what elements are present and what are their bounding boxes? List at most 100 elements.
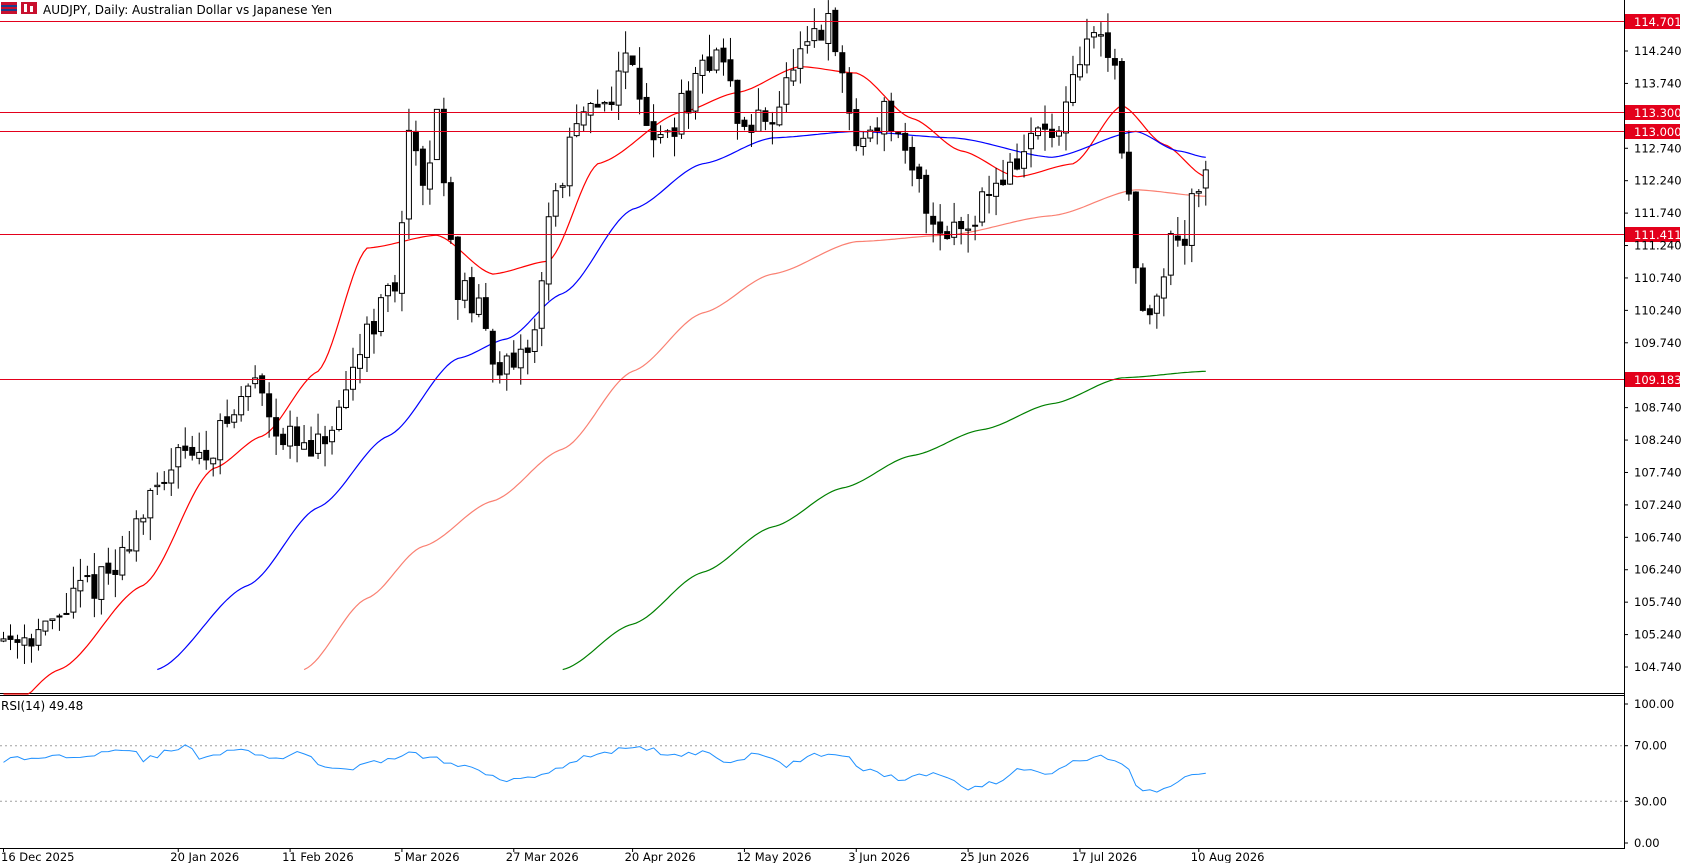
- candle-body[interactable]: [287, 425, 294, 447]
- candle-body[interactable]: [370, 321, 377, 335]
- candle-body[interactable]: [84, 575, 91, 578]
- candle-body[interactable]: [825, 13, 832, 44]
- candle-body[interactable]: [657, 134, 664, 139]
- candle-body[interactable]: [70, 587, 77, 613]
- candle-body[interactable]: [405, 129, 412, 220]
- candle-body[interactable]: [1083, 38, 1090, 66]
- candle-body[interactable]: [322, 436, 329, 445]
- candle-body[interactable]: [881, 100, 888, 135]
- candle-body[interactable]: [210, 457, 217, 465]
- candle-body[interactable]: [398, 222, 405, 294]
- candle-body[interactable]: [7, 635, 14, 640]
- candle-body[interactable]: [531, 329, 538, 352]
- candle-body[interactable]: [566, 136, 573, 187]
- candle-body[interactable]: [56, 615, 63, 618]
- candle-body[interactable]: [1007, 161, 1014, 185]
- candle-body[interactable]: [175, 447, 182, 468]
- candle-body[interactable]: [447, 182, 454, 240]
- candle-body[interactable]: [294, 426, 301, 446]
- candle-body[interactable]: [1160, 276, 1167, 299]
- candle-body[interactable]: [944, 231, 951, 240]
- candle-body[interactable]: [510, 352, 517, 368]
- candle-body[interactable]: [818, 29, 825, 41]
- candle-body[interactable]: [713, 49, 720, 71]
- candle-body[interactable]: [1181, 238, 1188, 246]
- candle-body[interactable]: [1000, 179, 1007, 186]
- candle-body[interactable]: [888, 100, 895, 132]
- candle-body[interactable]: [797, 48, 804, 69]
- candle-body[interactable]: [112, 569, 119, 575]
- candle-body[interactable]: [1139, 267, 1146, 311]
- candle-body[interactable]: [147, 489, 154, 519]
- candle-body[interactable]: [951, 221, 958, 238]
- candle-body[interactable]: [1049, 128, 1055, 138]
- candle-body[interactable]: [1153, 295, 1160, 314]
- candle-body[interactable]: [343, 389, 350, 408]
- candle-body[interactable]: [615, 70, 622, 106]
- candle-body[interactable]: [433, 108, 440, 161]
- candle-body[interactable]: [363, 323, 370, 358]
- candle-body[interactable]: [384, 284, 391, 297]
- candle-body[interactable]: [1125, 151, 1132, 195]
- candle-body[interactable]: [1132, 191, 1139, 269]
- candle-body[interactable]: [720, 47, 727, 63]
- candle-body[interactable]: [1188, 193, 1195, 246]
- candle-body[interactable]: [1021, 151, 1028, 169]
- candle-body[interactable]: [776, 106, 783, 126]
- candle-body[interactable]: [98, 566, 105, 600]
- candle-body[interactable]: [126, 549, 133, 552]
- candle-body[interactable]: [580, 111, 587, 126]
- candle-body[interactable]: [860, 137, 867, 148]
- candle-body[interactable]: [552, 190, 559, 217]
- candle-body[interactable]: [77, 579, 84, 592]
- candle-body[interactable]: [489, 330, 496, 365]
- candle-body[interactable]: [0, 638, 7, 642]
- candle-body[interactable]: [559, 185, 566, 188]
- candle-body[interactable]: [622, 52, 629, 73]
- candle-body[interactable]: [678, 92, 685, 135]
- candle-body[interactable]: [790, 69, 797, 82]
- candle-body[interactable]: [769, 122, 776, 125]
- candle-body[interactable]: [517, 348, 524, 369]
- candle-body[interactable]: [636, 67, 643, 100]
- candle-body[interactable]: [804, 41, 811, 46]
- candle-body[interactable]: [315, 433, 322, 454]
- candle-body[interactable]: [503, 355, 510, 375]
- candle-body[interactable]: [727, 59, 734, 82]
- candle-body[interactable]: [916, 166, 923, 180]
- candle-body[interactable]: [930, 215, 937, 225]
- candle-body[interactable]: [909, 146, 916, 171]
- candle-body[interactable]: [1042, 123, 1049, 130]
- candle-body[interactable]: [650, 121, 657, 141]
- candle-body[interactable]: [629, 55, 636, 65]
- candle-body[interactable]: [245, 385, 252, 398]
- candle-body[interactable]: [42, 620, 49, 632]
- candle-body[interactable]: [273, 417, 280, 437]
- candle-body[interactable]: [266, 393, 273, 418]
- candle-body[interactable]: [545, 216, 552, 285]
- candle-body[interactable]: [587, 102, 594, 116]
- candle-body[interactable]: [594, 103, 601, 108]
- candle-body[interactable]: [538, 280, 545, 329]
- candlestick-series[interactable]: [0, 0, 1209, 664]
- candle-body[interactable]: [1014, 158, 1021, 170]
- candle-body[interactable]: [426, 162, 433, 190]
- candle-body[interactable]: [762, 110, 769, 122]
- candle-body[interactable]: [412, 130, 419, 152]
- candle-body[interactable]: [811, 28, 818, 42]
- candle-body[interactable]: [832, 9, 839, 53]
- candle-body[interactable]: [643, 96, 650, 126]
- candle-body[interactable]: [755, 109, 762, 132]
- candle-body[interactable]: [391, 282, 398, 292]
- candle-body[interactable]: [461, 280, 468, 301]
- candle-body[interactable]: [468, 277, 475, 314]
- candle-body[interactable]: [231, 414, 238, 423]
- candle-body[interactable]: [133, 518, 140, 552]
- candle-body[interactable]: [105, 562, 112, 574]
- candle-body[interactable]: [308, 440, 315, 457]
- candle-body[interactable]: [154, 484, 161, 488]
- candle-body[interactable]: [902, 132, 909, 151]
- candle-body[interactable]: [748, 124, 755, 133]
- candle-body[interactable]: [1146, 308, 1153, 316]
- candle-body[interactable]: [21, 637, 28, 646]
